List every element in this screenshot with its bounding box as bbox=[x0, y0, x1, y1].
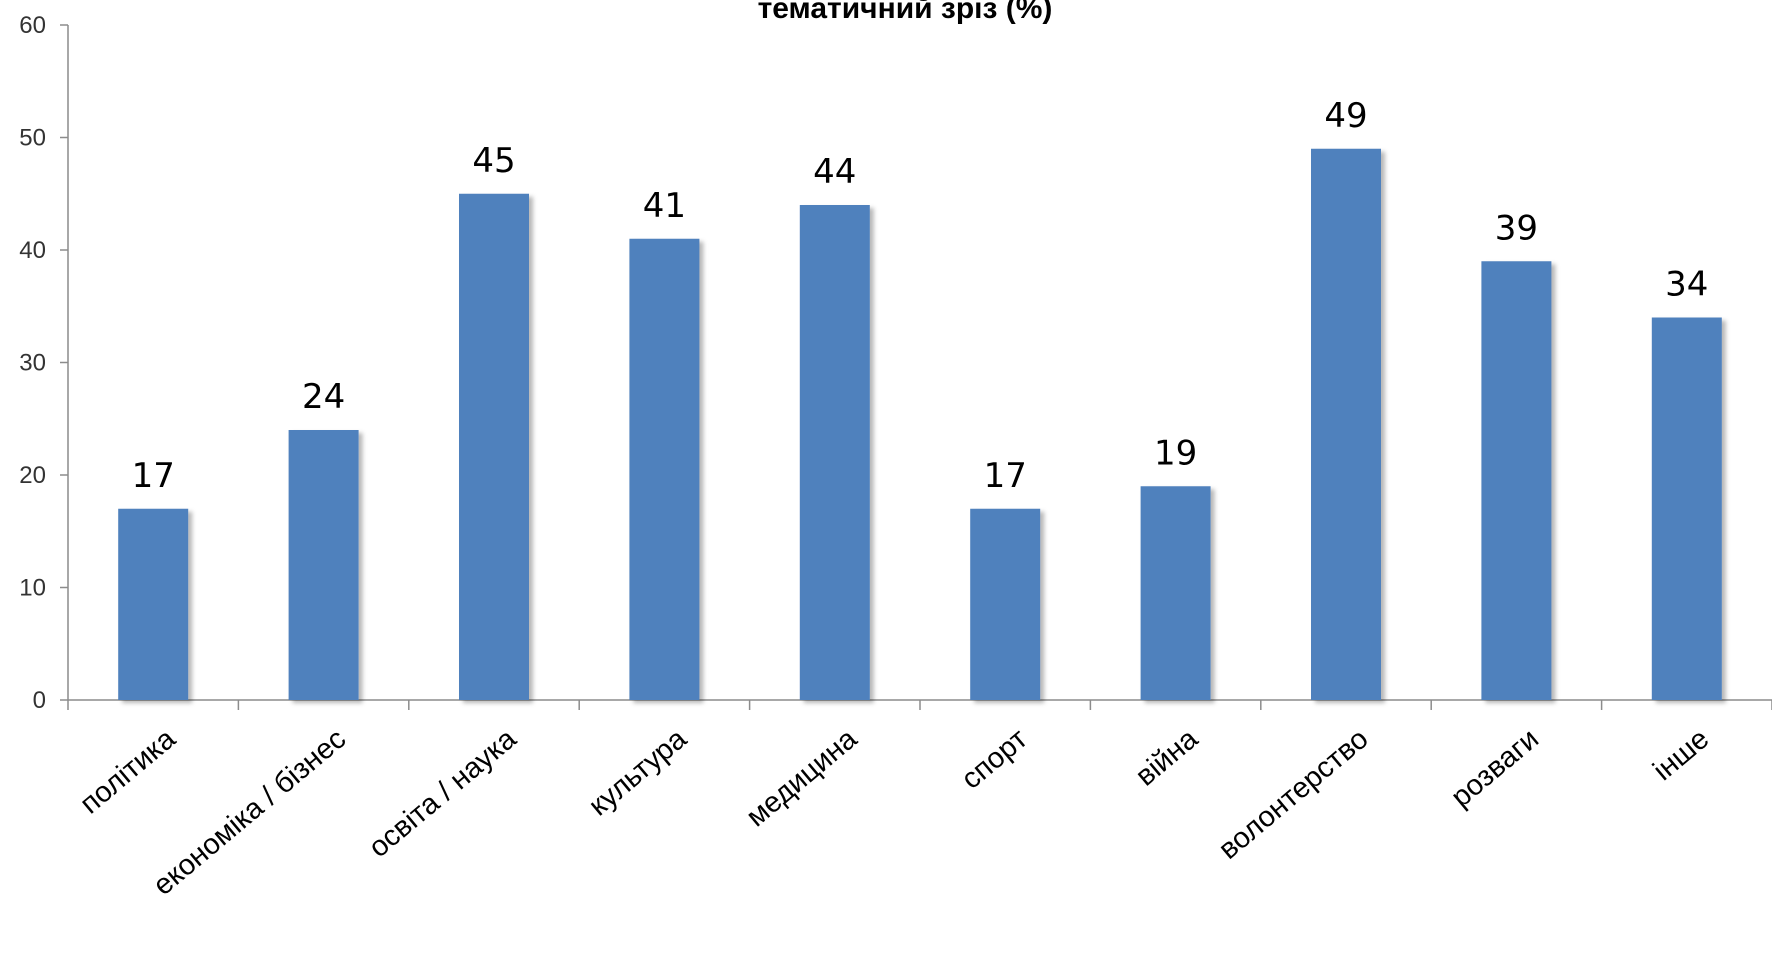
x-tick-label: волонтерство bbox=[1213, 723, 1375, 866]
bar bbox=[1140, 486, 1211, 700]
bar bbox=[1311, 148, 1381, 700]
x-tick-label: медицина bbox=[740, 722, 864, 833]
chart-title: тематичний зріз (%) bbox=[758, 0, 1053, 25]
data-label: 44 bbox=[813, 152, 856, 192]
x-tick-label: культура bbox=[583, 722, 694, 822]
y-axis-ticks: 0 10 20 30 40 50 60 bbox=[19, 12, 68, 714]
bar bbox=[118, 508, 189, 700]
data-label: 45 bbox=[472, 141, 515, 181]
data-label: 17 bbox=[984, 456, 1027, 496]
data-label: 49 bbox=[1324, 96, 1367, 136]
y-tick-label: 40 bbox=[19, 237, 46, 264]
data-labels: 17 24 45 41 44 17 19 49 39 34 bbox=[132, 96, 1709, 496]
bar bbox=[970, 508, 1041, 700]
bar bbox=[1651, 317, 1722, 700]
y-tick-label: 50 bbox=[19, 125, 46, 152]
bar bbox=[1481, 261, 1552, 700]
x-tick-label: спорт bbox=[956, 723, 1034, 796]
x-axis-ticks bbox=[67, 700, 1772, 710]
y-tick-label: 10 bbox=[19, 575, 46, 602]
data-label: 34 bbox=[1665, 265, 1708, 305]
bar bbox=[459, 193, 529, 700]
data-label: 19 bbox=[1154, 433, 1197, 473]
x-tick-label: війна bbox=[1130, 722, 1205, 792]
y-tick-label: 30 bbox=[19, 350, 46, 377]
y-tick-label: 60 bbox=[19, 12, 46, 39]
x-tick-label: політика bbox=[74, 722, 182, 820]
bar-series bbox=[118, 148, 1722, 700]
bar bbox=[629, 238, 700, 700]
x-tick-label: освіта / наука bbox=[363, 722, 523, 864]
data-label: 24 bbox=[302, 377, 345, 417]
data-label: 17 bbox=[132, 456, 175, 496]
data-label: 39 bbox=[1495, 208, 1538, 248]
bar bbox=[288, 430, 359, 700]
x-tick-label: інше bbox=[1647, 723, 1715, 787]
data-label: 41 bbox=[643, 186, 686, 226]
y-tick-label: 20 bbox=[19, 462, 46, 489]
bar bbox=[799, 205, 870, 700]
x-tick-label: розваги bbox=[1445, 723, 1545, 814]
y-tick-label: 0 bbox=[33, 687, 46, 714]
